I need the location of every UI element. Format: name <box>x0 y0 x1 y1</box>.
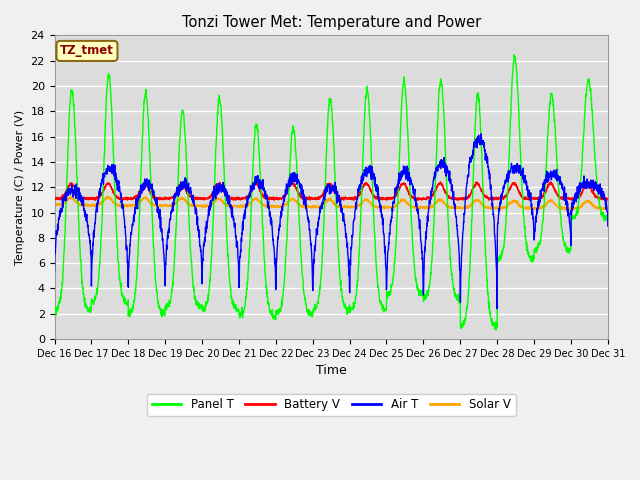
Air T <box>556 178 563 184</box>
Air T <box>492 259 500 264</box>
Panel T <box>604 215 612 220</box>
Panel T <box>492 327 500 333</box>
Battery V <box>492 195 500 201</box>
Air T <box>51 268 58 274</box>
Air T <box>205 213 212 218</box>
Panel T <box>492 325 500 331</box>
Title: Tonzi Tower Met: Temperature and Power: Tonzi Tower Met: Temperature and Power <box>182 15 481 30</box>
Air T <box>493 306 501 312</box>
Line: Solar V: Solar V <box>54 197 608 210</box>
Panel T <box>347 306 355 312</box>
Air T <box>359 178 367 183</box>
Solar V <box>360 198 367 204</box>
Solar V <box>598 207 605 213</box>
Air T <box>604 223 612 229</box>
Battery V <box>556 193 563 199</box>
Battery V <box>359 184 367 190</box>
Battery V <box>571 195 579 201</box>
Panel T <box>511 52 518 58</box>
Solar V <box>205 203 213 208</box>
Text: TZ_tmet: TZ_tmet <box>60 45 114 58</box>
Panel T <box>51 310 58 316</box>
X-axis label: Time: Time <box>316 364 346 377</box>
Legend: Panel T, Battery V, Air T, Solar V: Panel T, Battery V, Air T, Solar V <box>147 394 515 416</box>
Solar V <box>104 194 112 200</box>
Line: Panel T: Panel T <box>54 55 608 330</box>
Y-axis label: Temperature (C) / Power (V): Temperature (C) / Power (V) <box>15 109 25 265</box>
Air T <box>347 244 355 250</box>
Battery V <box>51 197 58 203</box>
Air T <box>477 131 484 137</box>
Solar V <box>571 205 579 211</box>
Panel T <box>571 213 579 219</box>
Solar V <box>51 202 58 207</box>
Battery V <box>454 197 461 203</box>
Solar V <box>348 205 355 211</box>
Solar V <box>492 205 500 211</box>
Battery V <box>604 196 612 202</box>
Panel T <box>205 289 212 295</box>
Line: Air T: Air T <box>54 134 608 309</box>
Panel T <box>556 202 563 207</box>
Line: Battery V: Battery V <box>54 182 608 200</box>
Battery V <box>205 194 212 200</box>
Battery V <box>347 195 355 201</box>
Battery V <box>547 179 554 185</box>
Panel T <box>359 151 367 157</box>
Air T <box>571 192 579 197</box>
Solar V <box>556 205 563 211</box>
Solar V <box>604 205 612 211</box>
